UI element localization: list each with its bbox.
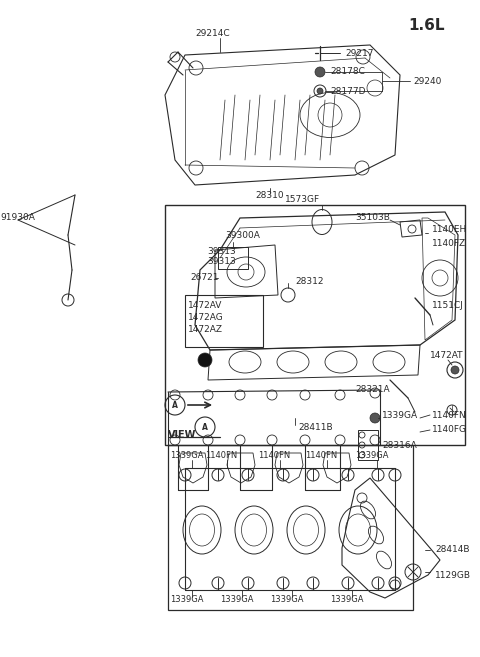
Text: 39300A: 39300A (225, 231, 260, 240)
Text: 29217: 29217 (345, 49, 373, 58)
Text: 28321A: 28321A (355, 386, 390, 394)
Text: 1140FG: 1140FG (432, 426, 467, 434)
Text: 29214C: 29214C (195, 28, 229, 37)
Circle shape (198, 353, 212, 367)
Circle shape (315, 67, 325, 77)
Text: 1472AV: 1472AV (188, 300, 222, 309)
Text: 1339GA: 1339GA (382, 411, 418, 420)
Bar (185, 295, 263, 347)
Text: 28316A: 28316A (382, 440, 417, 449)
Text: 1472AZ: 1472AZ (188, 325, 223, 334)
Text: 28177D: 28177D (330, 87, 365, 95)
Text: 28312: 28312 (295, 277, 324, 286)
Text: 1140FN: 1140FN (205, 451, 237, 459)
Text: 1339GA: 1339GA (355, 451, 388, 459)
Circle shape (370, 413, 380, 423)
Text: 39313: 39313 (207, 258, 236, 267)
Text: 1339GA: 1339GA (170, 451, 204, 459)
Text: 1339GA: 1339GA (220, 595, 253, 604)
Text: 1339GA: 1339GA (330, 595, 363, 604)
Text: 1573GF: 1573GF (285, 196, 320, 204)
Text: 1.6L: 1.6L (408, 18, 445, 33)
Text: 28414B: 28414B (435, 545, 469, 555)
Text: 1129GB: 1129GB (435, 570, 471, 579)
Circle shape (317, 88, 323, 94)
Text: 28411B: 28411B (298, 424, 333, 432)
Text: A: A (172, 401, 178, 409)
Circle shape (451, 366, 459, 374)
Text: 29240: 29240 (413, 76, 442, 85)
Text: 1472AT: 1472AT (430, 350, 464, 359)
Text: 1140FZ: 1140FZ (432, 238, 466, 248)
Text: 91930A: 91930A (0, 214, 35, 223)
Bar (218, 247, 248, 269)
Bar (358, 430, 378, 460)
Text: 1140FN: 1140FN (305, 451, 337, 459)
Text: 39313: 39313 (207, 248, 236, 256)
Text: 26721: 26721 (190, 273, 218, 283)
Text: 1140FN: 1140FN (258, 451, 290, 459)
Text: 28178C: 28178C (330, 68, 365, 76)
Text: 1472AG: 1472AG (188, 313, 224, 321)
Text: 35103B: 35103B (355, 212, 390, 221)
Text: 28310: 28310 (255, 191, 284, 200)
Text: 1339GA: 1339GA (170, 595, 204, 604)
Bar (165, 205, 465, 445)
Bar (168, 445, 413, 610)
Text: VIEW: VIEW (168, 430, 196, 440)
Text: 1151CJ: 1151CJ (432, 300, 464, 309)
Text: 1339GA: 1339GA (270, 595, 303, 604)
Text: 1140EH: 1140EH (432, 225, 467, 235)
Text: A: A (202, 422, 208, 432)
Text: 1140FN: 1140FN (432, 411, 467, 420)
